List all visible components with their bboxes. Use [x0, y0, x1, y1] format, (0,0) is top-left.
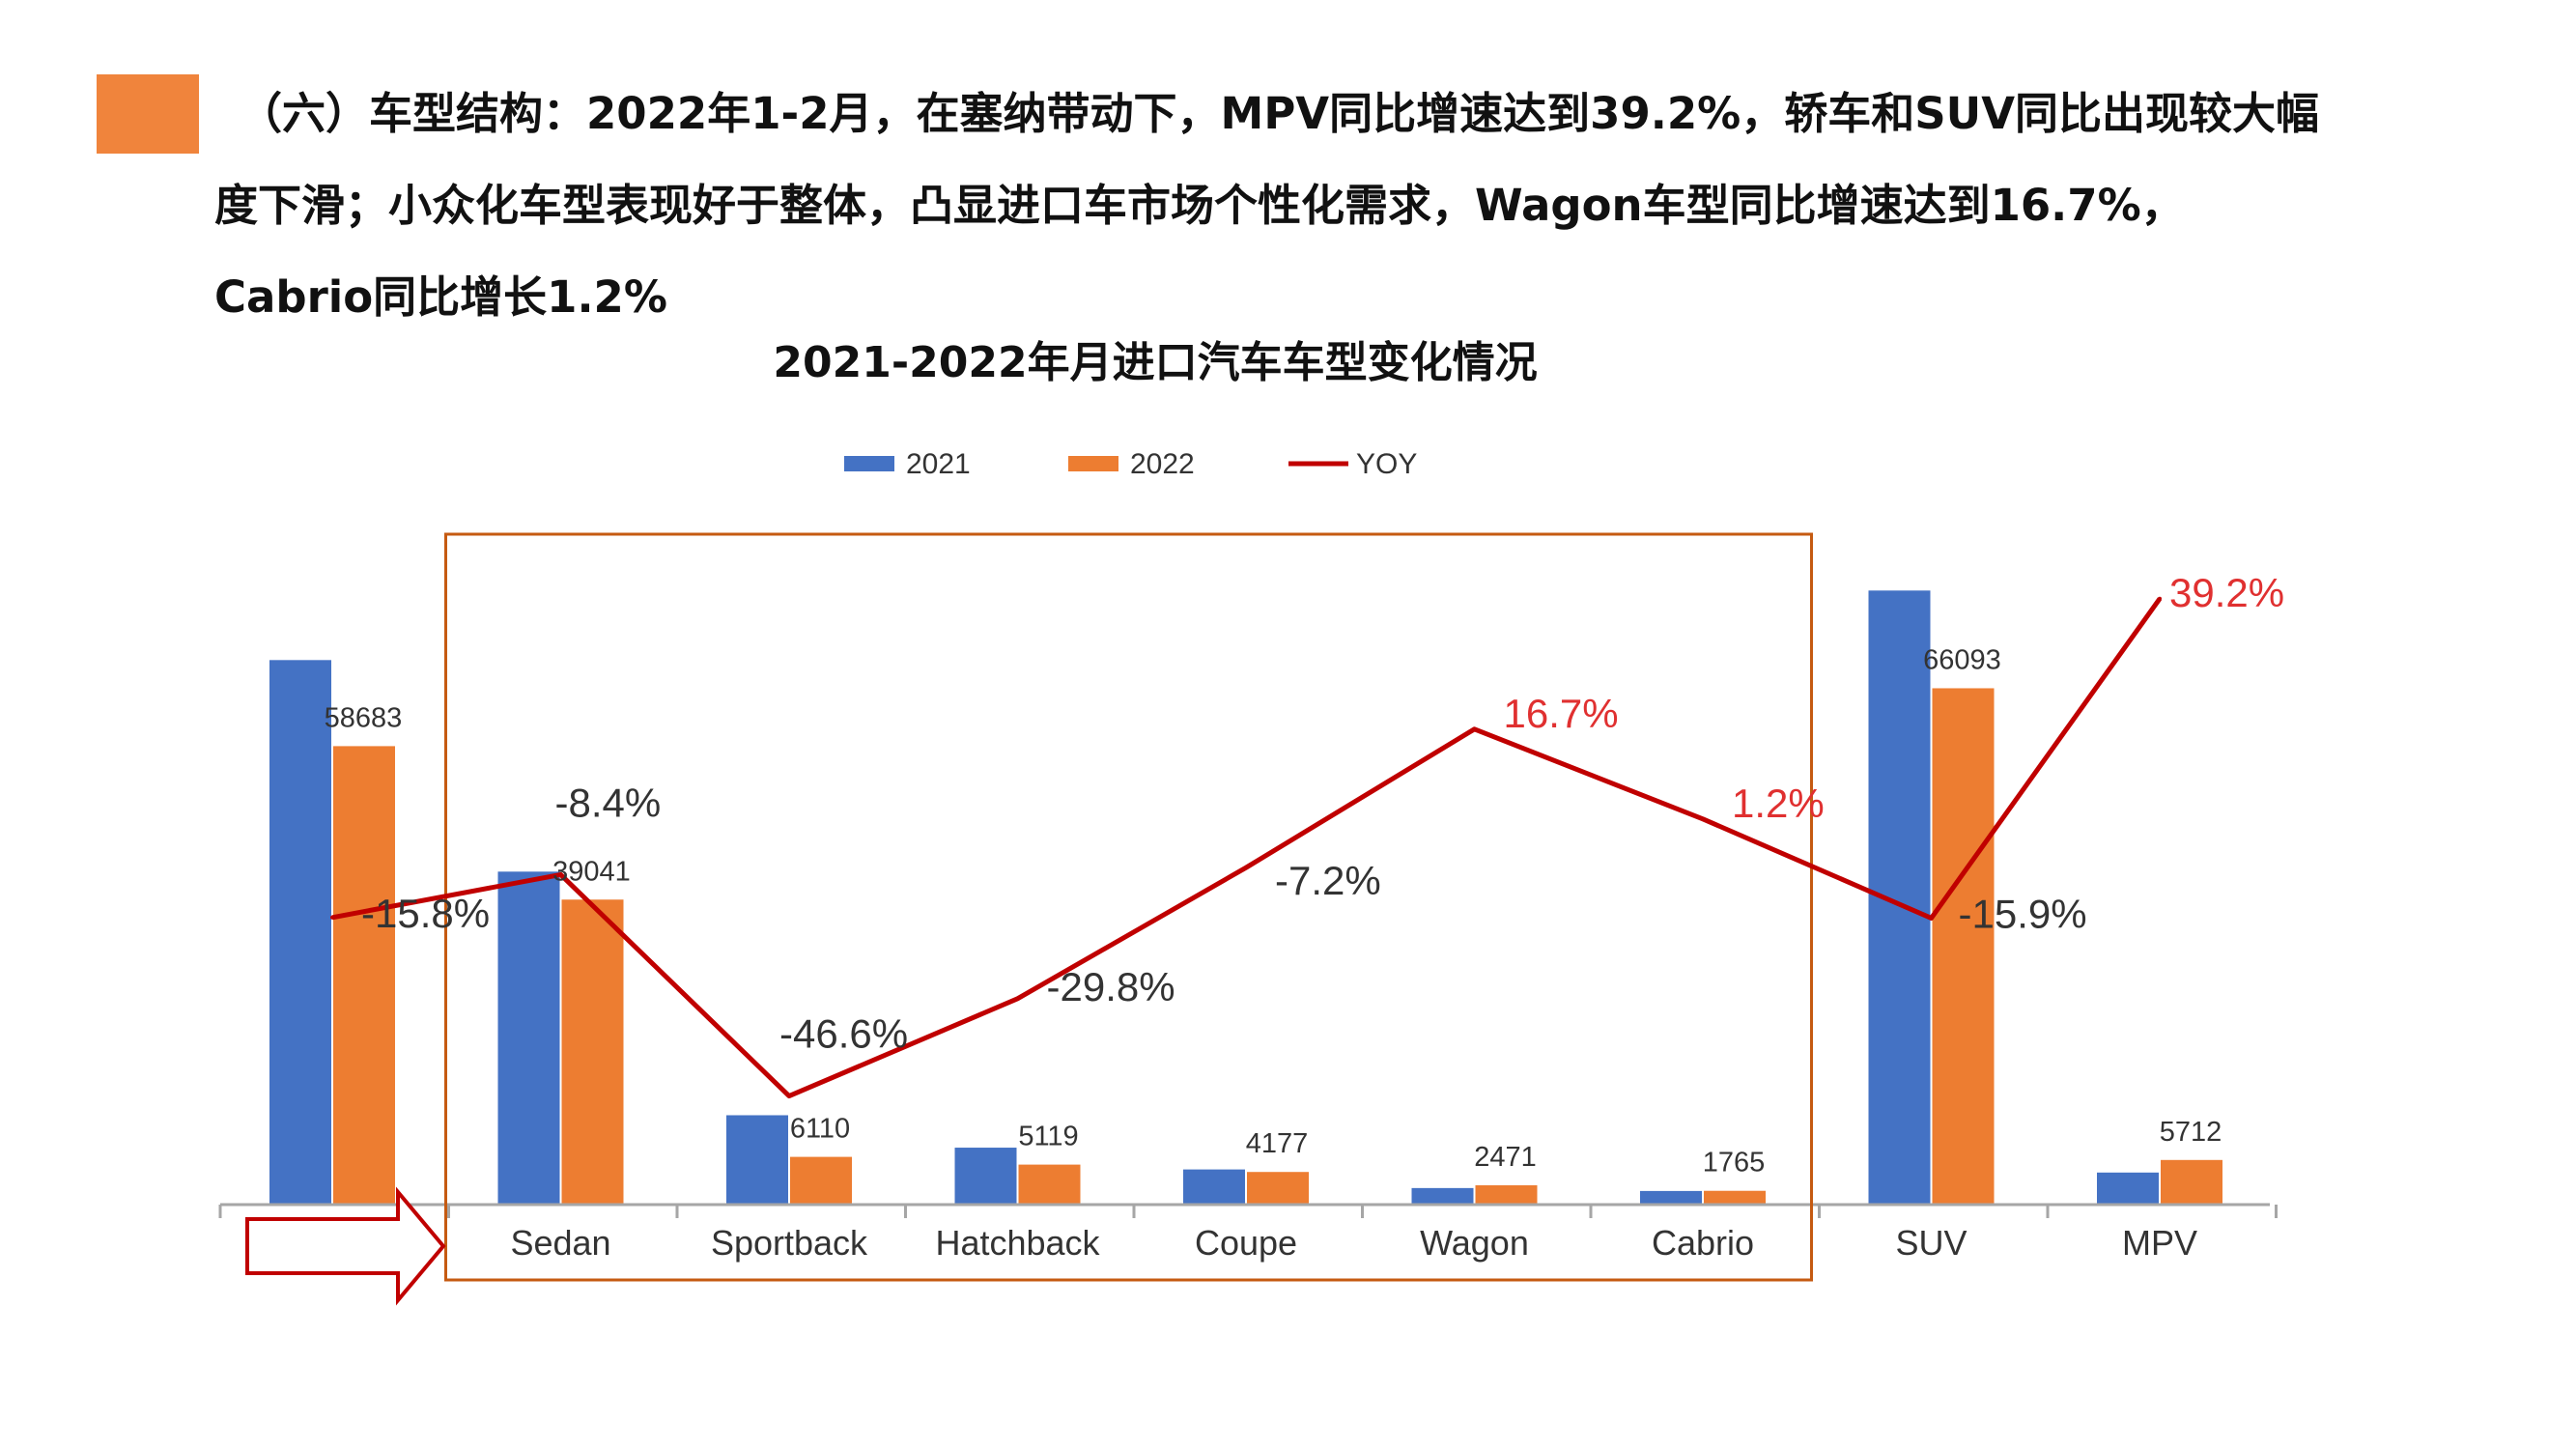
category-label: SUV — [1895, 1223, 1967, 1263]
category-label: Wagon — [1420, 1223, 1529, 1263]
heading-line: （六）车型结构：2022年1-2月，在塞纳带动下，MPV同比增速达到39.2%，… — [239, 88, 2320, 139]
category-label: Sedan — [510, 1223, 610, 1263]
value-label-2022: 39041 — [552, 856, 631, 887]
bar-2022 — [561, 899, 624, 1205]
value-label-2022: 2471 — [1474, 1142, 1537, 1173]
bar-2022 — [1704, 1190, 1766, 1205]
bar-2022 — [2161, 1159, 2222, 1205]
bar-2021 — [726, 1115, 788, 1205]
value-label-2022: 5712 — [2160, 1117, 2222, 1148]
category-label: Hatchback — [935, 1223, 1100, 1263]
data-labels: 58683 39041 6110 5119 4177 2471 1765 66093 5712 -… — [325, 570, 2284, 1179]
legend: 2021 2022 YOY — [844, 448, 1417, 480]
bar-2022 — [1247, 1172, 1309, 1205]
heading-line: 度下滑；小众化车型表现好于整体，凸显进口车市场个性化需求，Wagon车型同比增速… — [214, 180, 2185, 231]
category-label: MPV — [2122, 1223, 2197, 1263]
yoy-label: -29.8% — [1047, 964, 1175, 1009]
heading-line: Cabrio同比增长1.2% — [214, 271, 667, 323]
page-heading: （六）车型结构：2022年1-2月，在塞纳带动下，MPV同比增速达到39.2%，… — [214, 68, 2552, 343]
bar-2021 — [1183, 1169, 1245, 1205]
category-label: Coupe — [1195, 1223, 1297, 1263]
highlight-group — [245, 532, 1813, 1306]
bar-2021 — [497, 871, 560, 1205]
bar-2021 — [1640, 1190, 1702, 1205]
bar-2021 — [954, 1148, 1017, 1205]
yoy-label: -15.8% — [361, 891, 490, 936]
x-axis: CARSedanSportbackHatchbackCoupeWagonCabr… — [218, 1203, 2278, 1263]
legend-swatch-2021 — [844, 456, 894, 471]
value-label-2022: 66093 — [1923, 644, 2001, 675]
yoy-point — [558, 872, 563, 877]
accent-square — [97, 74, 199, 154]
yoy-point — [330, 915, 334, 920]
yoy-label: 16.7% — [1504, 691, 1619, 736]
value-label-2022: 1765 — [1703, 1148, 1766, 1179]
legend-label-2022: 2022 — [1130, 448, 1195, 480]
arrow-icon — [245, 1186, 446, 1306]
bar-2021 — [1868, 590, 1931, 1205]
yoy-label: 1.2% — [1732, 781, 1825, 826]
yoy-series — [330, 596, 2163, 1099]
bar-2021 — [2097, 1172, 2159, 1205]
yoy-label: -15.9% — [1959, 891, 2087, 936]
category-label: Sportback — [711, 1223, 868, 1263]
chart-title: 2021-2022年月进口汽车车型变化情况 — [773, 338, 1537, 387]
value-label-2022: 6110 — [790, 1114, 850, 1145]
bar-2021 — [269, 660, 331, 1205]
yoy-point — [1701, 816, 1705, 821]
legend-label-yoy: YOY — [1356, 448, 1417, 480]
legend-swatch-2022 — [1068, 456, 1118, 471]
bar-2022 — [333, 746, 395, 1205]
yoy-point — [1015, 996, 1020, 1001]
bars — [269, 590, 2222, 1205]
yoy-point — [2158, 596, 2162, 601]
yoy-label: -8.4% — [555, 780, 662, 825]
yoy-label: -46.6% — [779, 1011, 908, 1057]
value-label-2022: 58683 — [325, 702, 403, 733]
value-label-2022: 5119 — [1018, 1122, 1078, 1152]
bar-2022 — [1475, 1185, 1538, 1205]
yoy-point — [1472, 726, 1477, 731]
yoy-label: 39.2% — [2169, 570, 2284, 615]
bar-2021 — [1411, 1187, 1474, 1205]
value-label-2022: 4177 — [1246, 1128, 1309, 1159]
yoy-point — [787, 1094, 791, 1098]
yoy-point — [1929, 916, 1934, 921]
bar-2022 — [1932, 688, 1995, 1205]
bar-2022 — [790, 1156, 852, 1205]
category-label: Cabrio — [1652, 1223, 1754, 1263]
yoy-point — [1244, 866, 1248, 870]
yoy-label: -7.2% — [1275, 858, 1381, 903]
highlight-box — [444, 532, 1813, 1282]
legend-label-2021: 2021 — [906, 448, 971, 480]
bar-2022 — [1018, 1164, 1081, 1205]
